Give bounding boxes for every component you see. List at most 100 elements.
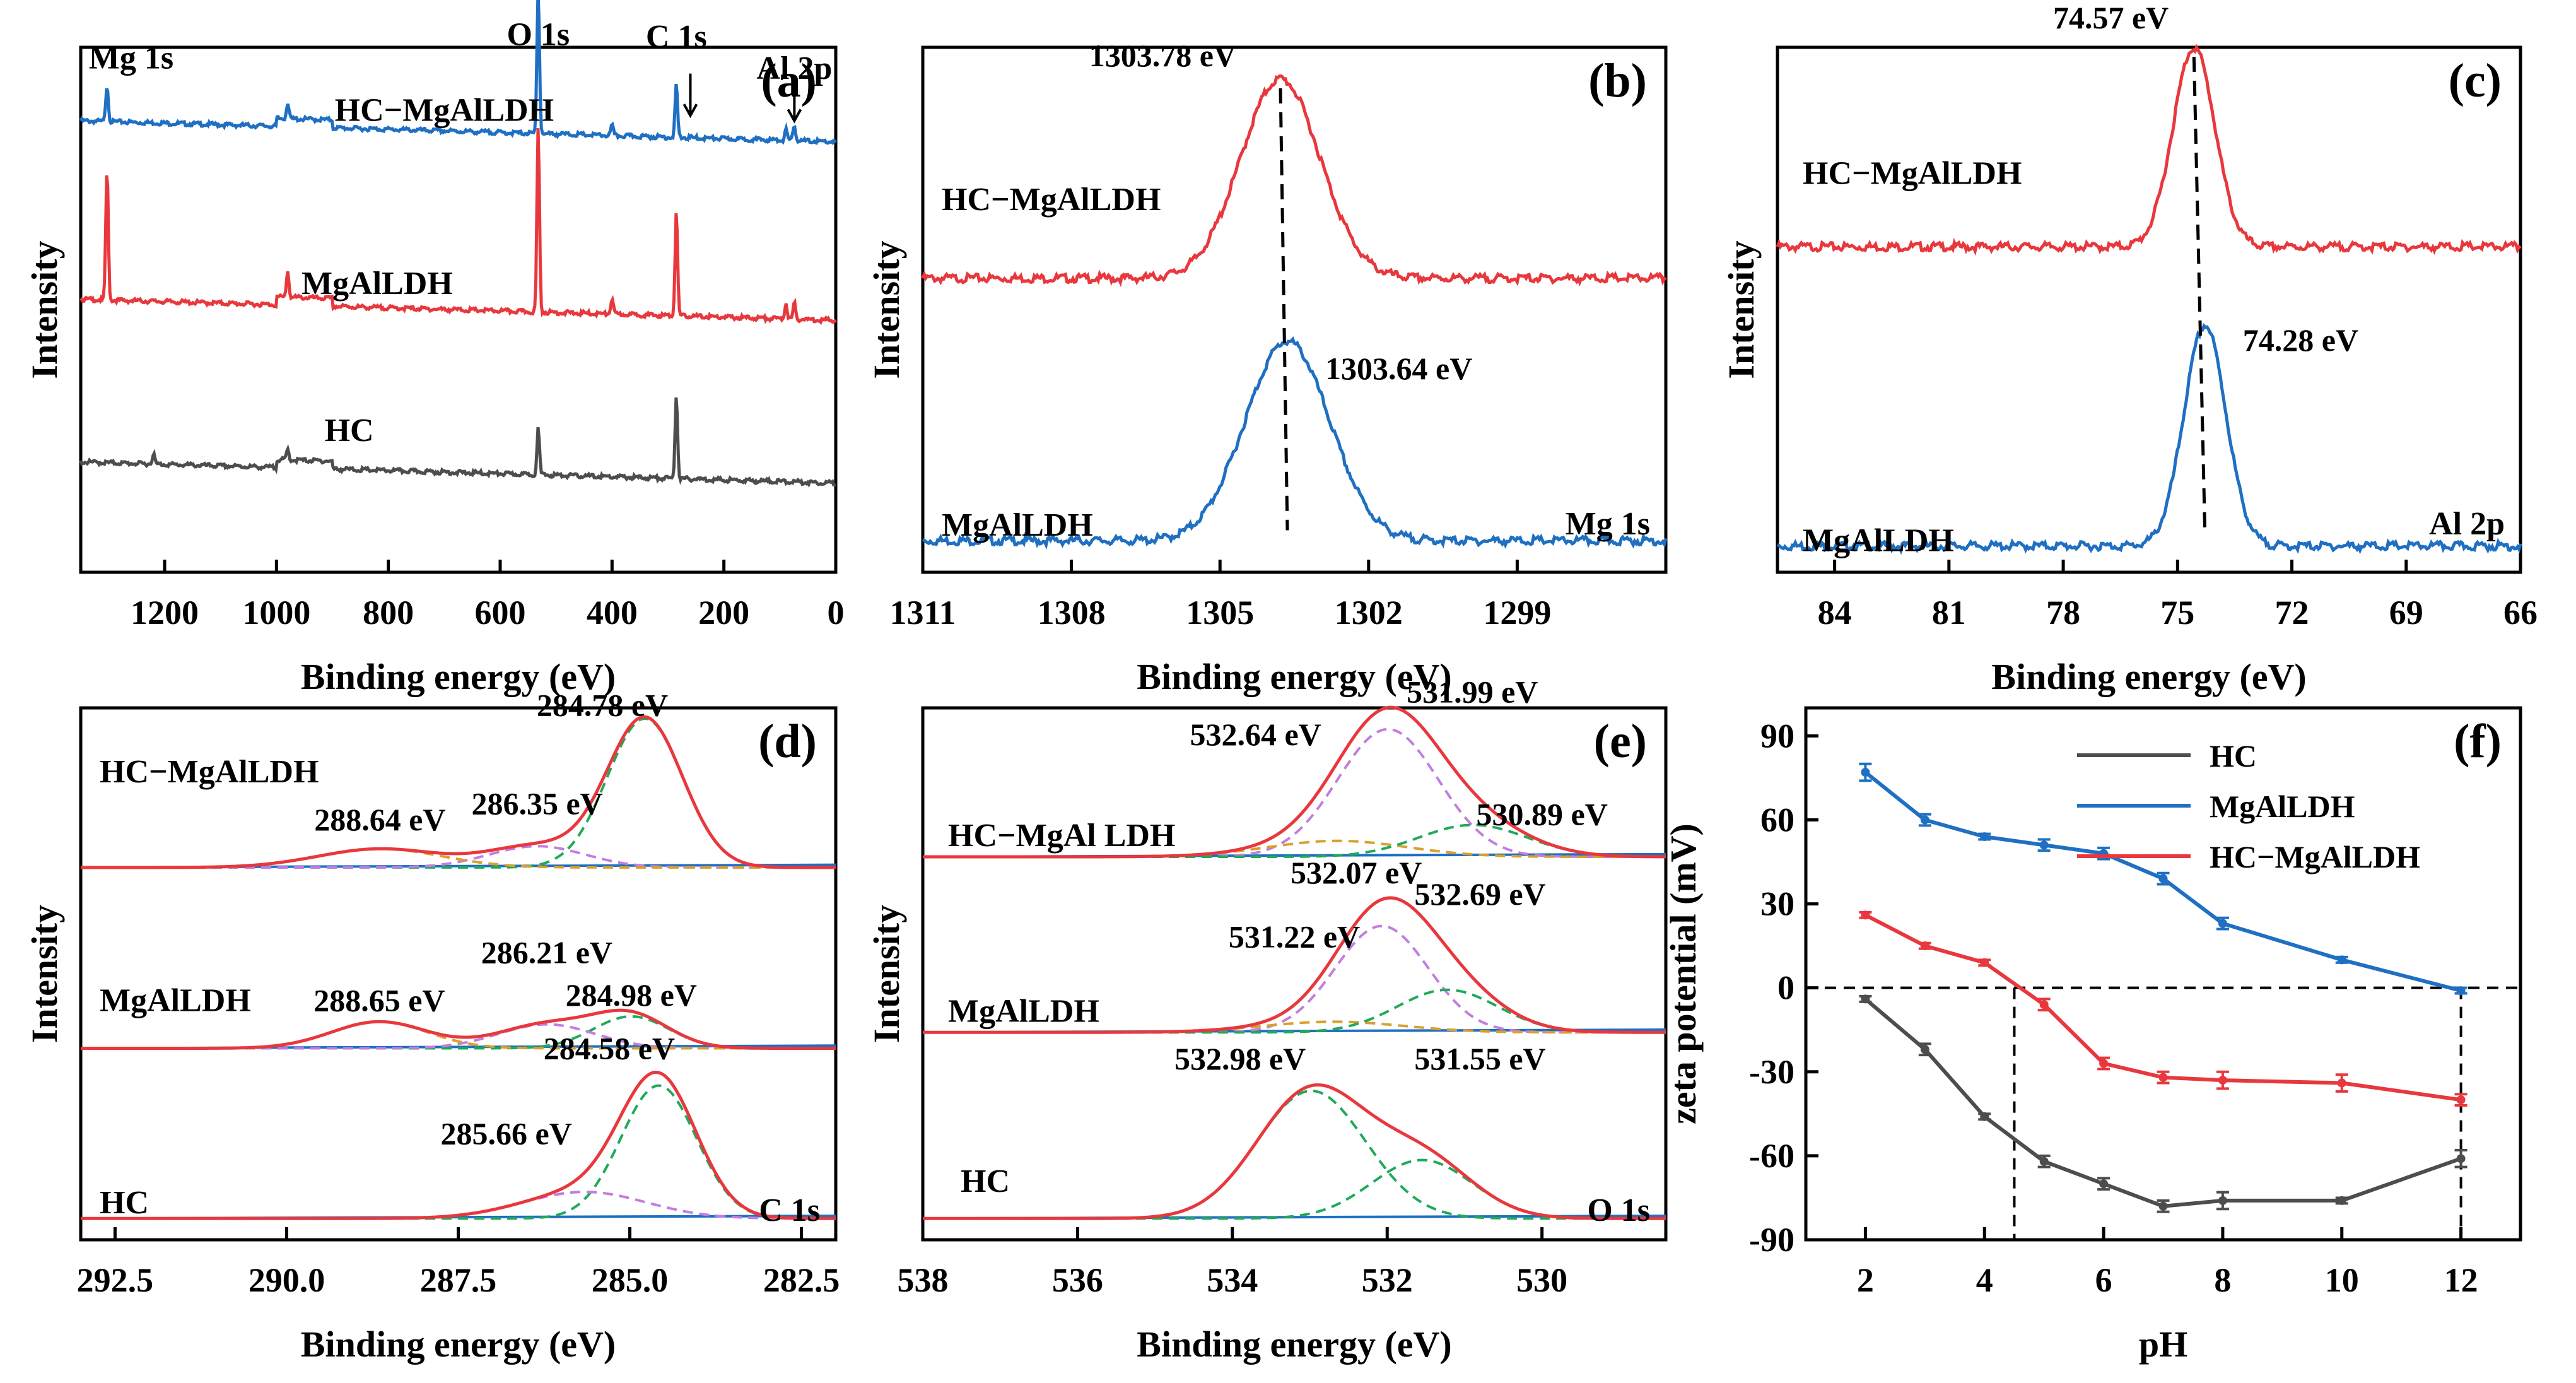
peak-annotation: C 1s bbox=[646, 19, 707, 55]
x-tick-label: 530 bbox=[1516, 1261, 1567, 1299]
panel-label: (c) bbox=[2449, 54, 2502, 107]
data-point bbox=[2456, 1154, 2466, 1163]
x-tick-label: 800 bbox=[363, 594, 414, 632]
peak-label: 284.58 eV bbox=[544, 1030, 675, 1066]
fit-component bbox=[923, 1158, 1666, 1220]
peak-label: 1303.78 eV bbox=[1089, 38, 1236, 73]
y-tick-label: 30 bbox=[1760, 885, 1794, 923]
x-tick-label: 1305 bbox=[1186, 594, 1254, 632]
data-point bbox=[1861, 910, 1870, 920]
legend-label: HC bbox=[2210, 738, 2257, 774]
x-tick-label: 1000 bbox=[242, 594, 310, 632]
x-tick-label: 12 bbox=[2444, 1261, 2478, 1299]
y-axis-label: Intensity bbox=[866, 240, 907, 379]
data-point bbox=[2337, 1078, 2346, 1088]
fit-component bbox=[923, 1089, 1666, 1220]
series-label: MgAlLDH bbox=[302, 266, 453, 302]
peak-guide-line bbox=[2192, 56, 2207, 536]
x-axis-label: pH bbox=[2139, 1324, 2187, 1365]
y-tick-label: -60 bbox=[1749, 1137, 1794, 1175]
fit-envelope bbox=[81, 715, 836, 869]
series-label: HC−MgAlLDH bbox=[942, 182, 1161, 218]
peak-label: 532.64 eV bbox=[1190, 717, 1321, 752]
x-tick-label: 81 bbox=[1932, 594, 1966, 632]
x-axis-label: Binding energy (eV) bbox=[1137, 656, 1451, 697]
peak-label: 284.78 eV bbox=[537, 688, 668, 723]
peak-label: 285.66 eV bbox=[441, 1115, 572, 1151]
legend-label: MgAlLDH bbox=[2210, 789, 2355, 824]
panel-a-survey: (a) Binding energy (eV) Intensity 1200 1000 8… bbox=[24, 0, 845, 697]
fit-envelope bbox=[923, 896, 1666, 1034]
x-tick-label: 1299 bbox=[1483, 594, 1551, 632]
panel-c-al2p: (c) Binding energy (eV) Intensity 84 81 78 75 7… bbox=[1721, 0, 2538, 697]
fit-component bbox=[81, 1084, 836, 1220]
x-axis-label: Binding energy (eV) bbox=[1137, 1324, 1451, 1365]
series-label: MgAlLDH bbox=[942, 507, 1093, 543]
series-label: HC−MgAl LDH bbox=[948, 818, 1175, 854]
series-label: HC bbox=[961, 1163, 1010, 1199]
panel-f-zeta: (f) pH zeta potential (mV) 2 4 6 8 10 12 90 60 30 0 -… bbox=[1663, 706, 2522, 1365]
plot-frame bbox=[921, 706, 1668, 1242]
series-label: MgAlLDH bbox=[1803, 523, 1954, 559]
series-label: MgAlLDH bbox=[948, 993, 1099, 1029]
y-axis-label: Intensity bbox=[866, 905, 907, 1043]
y-tick-label: 0 bbox=[1777, 969, 1794, 1007]
data-point bbox=[2158, 1201, 2168, 1211]
fit-envelope bbox=[923, 1083, 1666, 1220]
peak-label: 531.99 eV bbox=[1407, 674, 1538, 710]
x-tick-label: 84 bbox=[1818, 594, 1852, 632]
panel-label: (e) bbox=[1594, 715, 1647, 768]
corner-label: Al 2p bbox=[2429, 506, 2505, 542]
plot-frame bbox=[79, 45, 838, 574]
x-tick-label: 1311 bbox=[889, 594, 956, 632]
fit-component bbox=[81, 717, 836, 869]
plot-frame bbox=[921, 45, 1668, 574]
peak-label: 530.89 eV bbox=[1477, 796, 1608, 832]
x-tick-label: 532 bbox=[1362, 1261, 1413, 1299]
series-line-hc-mgalldh bbox=[1776, 44, 2522, 256]
series-label: HC bbox=[100, 1185, 149, 1221]
x-tick-label: 0 bbox=[828, 594, 845, 632]
data-point bbox=[2158, 1073, 2168, 1082]
data-point bbox=[2456, 1095, 2466, 1105]
peak-label: 532.07 eV bbox=[1291, 855, 1422, 890]
peak-label: 74.28 eV bbox=[2243, 322, 2358, 358]
x-tick-label: 600 bbox=[475, 594, 526, 632]
x-tick-label: 538 bbox=[898, 1261, 949, 1299]
x-tick-label: 200 bbox=[698, 594, 749, 632]
data-point bbox=[2218, 1076, 2227, 1085]
data-point bbox=[1980, 832, 1989, 842]
fit-component bbox=[81, 1023, 836, 1050]
series-line-hc bbox=[1864, 998, 2462, 1208]
data-point bbox=[2456, 986, 2466, 996]
peak-label: 284.98 eV bbox=[566, 977, 697, 1013]
fit-envelope bbox=[81, 1008, 836, 1050]
panel-e-o1s: (e) Binding energy (eV) Intensity 538 536 534… bbox=[866, 674, 1668, 1365]
panel-label: (f) bbox=[2454, 715, 2502, 768]
peak-annotation: Al 2p bbox=[756, 50, 832, 86]
data-point bbox=[2039, 1156, 2049, 1166]
y-tick-label: -30 bbox=[1749, 1053, 1794, 1091]
plot-frame bbox=[1776, 45, 2522, 574]
x-tick-label: 290.0 bbox=[249, 1261, 325, 1299]
y-axis-label: Intensity bbox=[24, 905, 65, 1043]
x-tick-label: 292.5 bbox=[77, 1261, 154, 1299]
corner-label: O 1s bbox=[1587, 1192, 1650, 1228]
peak-label: 286.35 eV bbox=[471, 786, 602, 821]
fit-envelope bbox=[81, 1070, 836, 1220]
peak-label: 532.69 eV bbox=[1414, 876, 1545, 912]
x-tick-label: 1200 bbox=[131, 594, 199, 632]
peak-label: 74.57 eV bbox=[2053, 0, 2169, 35]
data-point bbox=[2337, 955, 2346, 965]
y-axis-label: Intensity bbox=[24, 240, 65, 379]
corner-label: Mg 1s bbox=[1566, 506, 1650, 542]
peak-label: 532.98 eV bbox=[1174, 1041, 1306, 1076]
corner-label: C 1s bbox=[759, 1192, 820, 1228]
x-tick-label: 4 bbox=[1976, 1261, 1993, 1299]
data-point bbox=[2218, 919, 2227, 928]
data-point bbox=[1920, 941, 1929, 951]
peak-annotation: Mg 1s bbox=[89, 40, 173, 76]
y-tick-label: -90 bbox=[1749, 1221, 1794, 1259]
series-line-hc bbox=[79, 397, 837, 488]
